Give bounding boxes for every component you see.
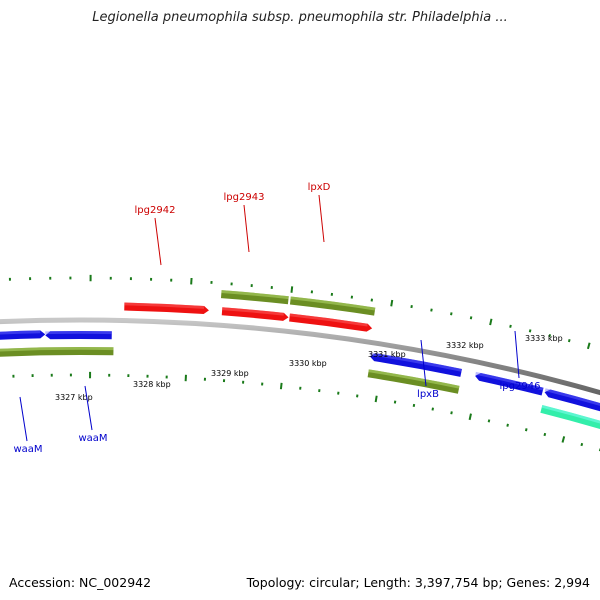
genome-title: Legionella pneumophila subsp. pneumophil… [92, 10, 508, 25]
gene-label-group: waaM [78, 385, 108, 444]
gene-label-group: lpxB [417, 339, 439, 400]
feature-cds-reverse[interactable] [369, 352, 462, 377]
tick-label: 3330 kbp [289, 359, 327, 368]
inner-tick [374, 395, 378, 403]
outer-tick [548, 334, 552, 338]
inner-tick [524, 428, 528, 432]
outer-tick [509, 324, 512, 328]
inner-tick [580, 442, 584, 447]
label-leader-line [420, 339, 427, 387]
outer-tick [567, 339, 571, 343]
tick-label: 3327 kbp [55, 393, 93, 402]
label-leader-line [19, 396, 28, 442]
inner-tick [561, 436, 566, 443]
feature-cds-reverse[interactable] [475, 371, 544, 396]
gene-label[interactable]: lpxD [308, 182, 331, 193]
feature-gene-forward[interactable] [289, 296, 376, 316]
inner-tick [431, 407, 435, 411]
feature-cds-reverse[interactable] [45, 330, 112, 340]
gene-label-group: lpg2946 [500, 330, 541, 392]
tick-labels: 3327 kbp 3328 kbp 3329 kbp 3330 kbp 3331 kbp… [55, 334, 563, 402]
label-leader-line [318, 194, 325, 243]
tick-label: 3333 kbp [525, 334, 563, 343]
tick-label: 3331 kbp [368, 350, 406, 359]
feature-cds-forward[interactable] [289, 313, 373, 332]
feature-cds-reverse[interactable] [0, 330, 46, 340]
inner-tick [468, 413, 472, 421]
genome-backbone [0, 317, 600, 396]
tick-label: 3328 kbp [133, 380, 171, 389]
tick-label: 3332 kbp [446, 341, 484, 350]
feature-cds-reverse[interactable] [544, 388, 600, 421]
gene-label[interactable]: lpg2942 [135, 205, 176, 216]
gene-label-group: waaM [13, 396, 43, 455]
inner-tick [450, 411, 453, 415]
outer-tick [528, 329, 532, 333]
feature-gene-forward[interactable] [220, 290, 289, 305]
label-leader-line [84, 385, 93, 431]
inner-tick [543, 432, 547, 437]
feature-cds-forward[interactable] [221, 307, 289, 321]
outer-tick [290, 286, 294, 293]
outer-tick [390, 299, 394, 307]
gene-label-group: lpxD [308, 182, 331, 243]
tick-marks [8, 274, 600, 452]
label-leader-line [154, 217, 162, 266]
feature-arrows [0, 290, 600, 438]
outer-tick [469, 316, 473, 320]
feature-gene-reverse[interactable] [0, 347, 114, 358]
inner-tick [506, 423, 509, 427]
gene-label[interactable]: waaM [78, 433, 107, 444]
inner-tick [412, 403, 416, 408]
accession-text: Accession: NC_002942 [9, 575, 152, 590]
outer-tick [489, 318, 493, 326]
gene-label-group: lpg2943 [224, 192, 265, 253]
inner-tick [279, 382, 283, 390]
feature-gene-reverse[interactable] [367, 369, 460, 394]
gene-label[interactable]: lpg2946 [500, 381, 541, 392]
label-leader-line [514, 330, 520, 379]
outer-tick [430, 308, 433, 312]
topology-text: Topology: circular; Length: 3,397,754 bp… [246, 575, 590, 590]
gene-labels: lpg2942 lpg2943 lpxD waaM waaM lpxB lpg2946 [13, 182, 540, 455]
tick-label: 3329 kbp [211, 369, 249, 378]
outer-tick [586, 342, 591, 350]
gene-label[interactable]: lpg2943 [224, 192, 265, 203]
label-leader-line [243, 204, 250, 253]
feature-cds-forward[interactable] [124, 302, 209, 315]
gene-label-group: lpg2942 [135, 205, 176, 266]
outer-tick [450, 312, 453, 316]
inner-tick [487, 419, 491, 423]
feature-rna-forward[interactable] [540, 404, 600, 438]
gene-label[interactable]: waaM [13, 444, 42, 455]
gene-label[interactable]: lpxB [417, 389, 439, 400]
